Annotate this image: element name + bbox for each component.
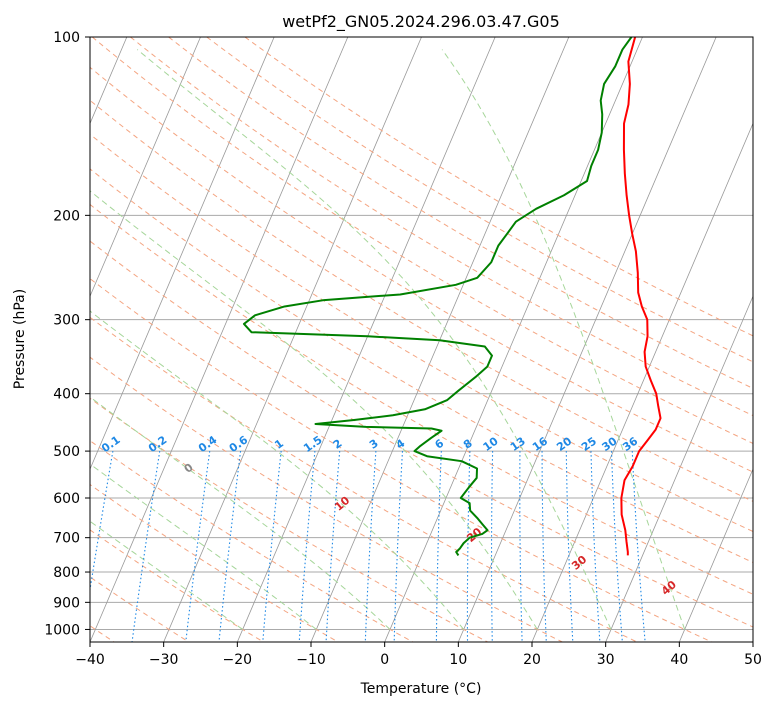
mixing-ratio-line	[262, 451, 282, 642]
mixing-ratio-line	[631, 451, 646, 642]
isotherm-line	[90, 37, 275, 471]
dry-adiabat-label: 0	[74, 426, 89, 441]
mixing-ratio-line	[90, 451, 114, 594]
isotherm-line	[384, 37, 643, 642]
plot-frame	[89, 36, 754, 643]
dry-adiabat-label: -10	[0, 402, 7, 425]
y-tick-label: 800	[53, 565, 80, 581]
dewpoint-profile-line	[242, 37, 633, 556]
moist-adiabat-line	[90, 310, 465, 630]
dry-adiabat-line	[90, 440, 414, 642]
dry-adiabat-line	[90, 203, 753, 595]
mixing-ratio-line	[185, 451, 211, 642]
y-tick-label: 600	[53, 491, 80, 507]
isotherm-line	[90, 37, 349, 642]
mixing-ratio-line	[519, 451, 523, 642]
mixing-ratio-label: 2	[331, 437, 345, 452]
mixing-ratio-label: 3	[367, 437, 381, 452]
x-axis-label: Temperature (°C)	[360, 681, 482, 697]
moist-adiabat-line	[136, 49, 612, 630]
dry-adiabat-line	[91, 37, 753, 445]
x-tick-label: −10	[296, 652, 326, 668]
mixing-ratio-label: 0.2	[146, 433, 169, 455]
isotherm-line	[90, 37, 201, 298]
y-axis-label: Pressure (hPa)	[12, 289, 28, 389]
plot-area: 0.10.20.40.611.52346810131620253036-100-…	[0, 37, 753, 642]
mixing-ratio-line	[298, 451, 316, 642]
mixing-ratio-label: 8	[461, 437, 475, 452]
dry-adiabat-line	[90, 576, 190, 642]
x-tick-label: 10	[449, 652, 467, 668]
x-tick-label: 30	[597, 652, 615, 668]
mixing-ratio-label: 0.4	[196, 433, 220, 455]
mixing-ratio-label: 4	[394, 437, 408, 452]
dry-adiabat-line	[90, 99, 753, 502]
dry-adiabat-line	[90, 133, 753, 533]
mixing-ratio-line	[131, 451, 161, 642]
mixing-ratio-label: 0.6	[227, 433, 251, 455]
temperature-profile-line	[620, 37, 662, 556]
mixing-ratio-label: 1.5	[301, 433, 324, 455]
mixing-ratio-line	[590, 451, 601, 642]
moist-adiabat-line	[90, 520, 243, 630]
moist-adiabat-line	[90, 190, 538, 630]
isotherm-line	[605, 295, 753, 642]
isotherm-line	[678, 468, 753, 642]
mixing-ratio-label: 0.1	[99, 433, 122, 455]
isotherm-line	[236, 37, 496, 642]
mixing-ratio-line	[218, 451, 242, 642]
y-tick-label: 700	[53, 531, 80, 547]
y-tick-label: 400	[53, 387, 80, 403]
mixing-ratio-line	[466, 451, 471, 642]
x-tick-label: 20	[523, 652, 541, 668]
dry-adiabat-line	[90, 397, 488, 642]
dry-adiabat-line	[90, 278, 712, 642]
dry-adiabat-line	[90, 529, 264, 642]
moist-adiabat-label: 30	[569, 553, 589, 573]
dry-adiabat-line	[90, 356, 563, 642]
moist-adiabat-line	[90, 396, 391, 630]
dry-adiabat-line	[90, 240, 753, 628]
x-tick-label: 0	[380, 652, 389, 668]
y-tick-label: 100	[53, 30, 80, 46]
moist-adiabat-line	[441, 49, 686, 630]
y-tick-label: 200	[53, 208, 80, 224]
moist-adiabat-label: 40	[659, 578, 679, 598]
mixing-ratio-line	[491, 451, 494, 642]
x-tick-label: −40	[75, 652, 105, 668]
dry-adiabat-line	[90, 483, 339, 642]
mixing-ratio-line	[364, 451, 377, 642]
mixing-ratio-line	[565, 451, 574, 642]
mixing-ratio-line	[610, 451, 623, 642]
isotherm-line	[457, 37, 717, 642]
axes: −40 −30 −20 −10 0 10 20 30 40 5010020030040050060…	[44, 30, 762, 668]
x-tick-label: 40	[670, 652, 688, 668]
chart-title: wetPf2_GN05.2024.296.03.47.G05	[282, 12, 560, 32]
x-tick-label: 50	[744, 652, 762, 668]
y-tick-label: 900	[53, 595, 80, 611]
y-tick-label: 1000	[44, 622, 80, 638]
y-tick-label: 300	[53, 313, 80, 329]
dry-adiabat-line	[130, 37, 753, 417]
x-tick-label: −30	[149, 652, 179, 668]
mixing-ratio-line	[435, 451, 442, 642]
dry-adiabat-line	[168, 37, 753, 389]
isotherm-line	[163, 37, 422, 642]
dry-adiabat-line	[206, 37, 753, 363]
dry-adiabat-line	[90, 316, 638, 642]
x-tick-label: −20	[223, 652, 253, 668]
y-tick-label: 500	[53, 444, 80, 460]
isotherm-line	[752, 640, 753, 642]
isotherm-line	[531, 122, 753, 642]
dry-adiabat-line	[90, 66, 753, 473]
dry-adiabat-line	[90, 168, 753, 563]
